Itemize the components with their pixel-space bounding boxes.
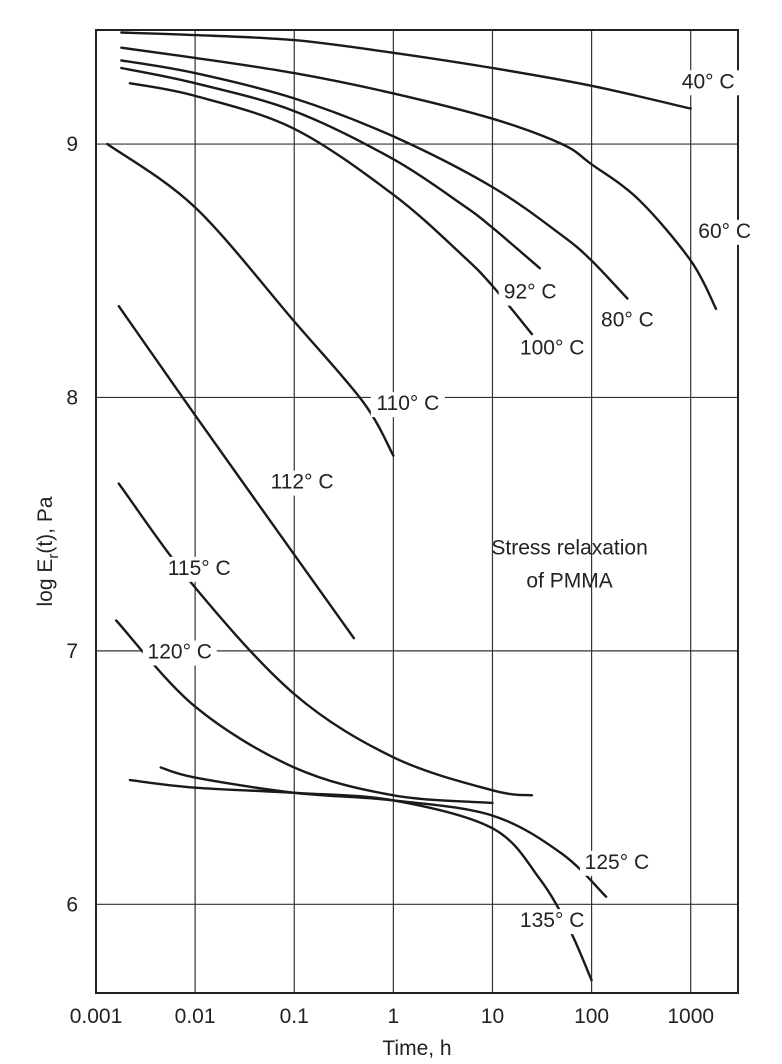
x-tick-label: 0.01 <box>175 1005 216 1028</box>
series-line <box>106 142 395 457</box>
series-label-background <box>265 470 340 496</box>
series-label: 112° C <box>271 471 334 494</box>
series-label: 135° C <box>520 909 584 932</box>
series-label-background <box>370 392 445 418</box>
series-line <box>117 482 534 797</box>
series-label: 80° C <box>601 309 654 332</box>
plot-frame <box>95 29 739 994</box>
series-label-background <box>579 850 654 876</box>
x-tick-label: 0.001 <box>70 1005 123 1028</box>
series-label: 100° C <box>520 336 584 359</box>
curves <box>106 31 718 982</box>
series-line <box>120 31 692 110</box>
series-label: 110° C <box>376 392 439 415</box>
series-line <box>128 82 534 336</box>
series-label: 92° C <box>504 281 557 304</box>
series-label: 120° C <box>148 640 212 663</box>
annotation-line-1: Stress relaxation <box>491 537 647 560</box>
x-tick-label: 1 <box>388 1005 400 1028</box>
series-line <box>115 619 494 805</box>
series-label: 125° C <box>585 851 649 874</box>
series-label-background <box>162 556 237 582</box>
y-tick-label: 7 <box>66 640 78 663</box>
series-line <box>117 305 356 640</box>
series-labels: 40° C 60° C 80° C 92° C 100° C 110° C 112° C 11… <box>142 70 757 935</box>
y-tick-label: 6 <box>66 893 78 916</box>
series-label: 60° C <box>698 220 751 243</box>
x-axis-label: Time, h <box>382 1037 451 1060</box>
y-tick-label: 8 <box>66 386 78 409</box>
tick-labels: 0.001 0.01 0.1 1 10 100 1000 6 7 8 9 <box>66 133 714 1028</box>
series-line <box>120 46 718 310</box>
x-tick-label: 100 <box>574 1005 609 1028</box>
y-tick-label: 9 <box>66 133 78 156</box>
x-tick-label: 0.1 <box>280 1005 309 1028</box>
y-axis-label: log Er(t), Pa <box>34 496 62 606</box>
series-line <box>120 59 629 300</box>
series-label-background <box>142 640 217 666</box>
series-label-background <box>498 280 562 306</box>
series-label-background <box>676 70 740 96</box>
series-label: 115° C <box>168 557 231 580</box>
series-label: 40° C <box>682 70 735 93</box>
y-axis-label-subscript: r <box>45 554 62 559</box>
series-label-background <box>595 308 659 334</box>
annotation-line-2: of PMMA <box>526 570 612 593</box>
y-axis-label-rest: (t), Pa <box>34 496 57 553</box>
series-label-background <box>515 909 590 935</box>
x-tick-label: 1000 <box>667 1005 714 1028</box>
series-label-background <box>693 219 757 245</box>
y-axis-label-main: log E <box>34 559 57 607</box>
series-line <box>128 778 593 982</box>
series-label-background <box>515 336 590 362</box>
x-tick-label: 10 <box>481 1005 504 1028</box>
series-line <box>120 66 541 270</box>
